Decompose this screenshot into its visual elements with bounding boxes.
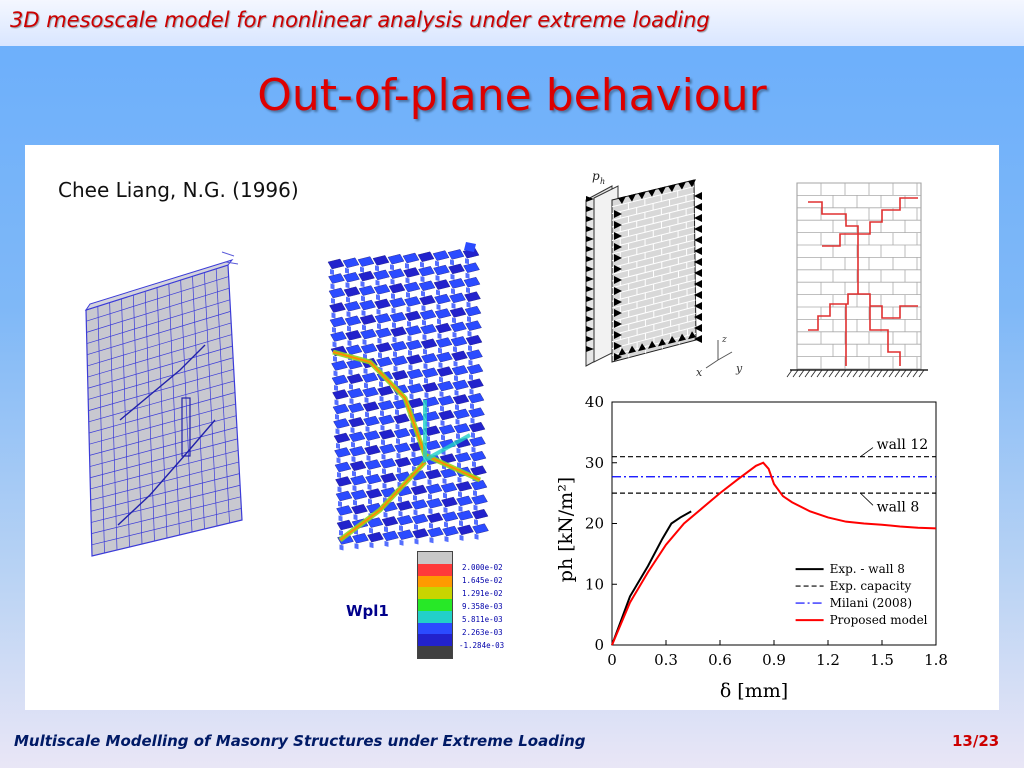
legend-label: Exp. capacity: [830, 579, 912, 593]
y-tick-label: 10: [585, 575, 604, 593]
legend-swatch: [418, 575, 452, 588]
footer-title: Multiscale Modelling of Masonry Structur…: [14, 732, 586, 750]
legend-value-6: 2.263e-03: [462, 628, 503, 637]
legend-swatch: [418, 610, 452, 623]
header-text: 3D mesoscale model for nonlinear analysi…: [10, 8, 710, 32]
x-axis-label: δ [mm]: [720, 680, 788, 702]
x-tick-label: 0.9: [762, 651, 786, 669]
contour-legend: [417, 551, 453, 659]
slide-title: Out-of-plane behaviour: [257, 70, 767, 121]
x-tick-label: 1.2: [816, 651, 840, 669]
legend-value-4: 9.358e-03: [462, 602, 503, 611]
series-line: [611, 510, 692, 646]
contour-label: Wpl1: [346, 602, 389, 620]
x-tick-label: 0.3: [654, 651, 678, 669]
legend-swatch: [418, 587, 452, 600]
header-bar: [0, 0, 1024, 46]
legend-swatch: [418, 599, 452, 611]
annotation-wall-12: wall 12: [877, 437, 929, 453]
annotation-wall-8: wall 8: [877, 499, 920, 515]
legend-swatch: [418, 563, 452, 576]
x-tick-label: 1.5: [870, 651, 894, 669]
x-tick-label: 1.8: [924, 651, 948, 669]
x-tick-label: 0.6: [708, 651, 732, 669]
legend-value-3: 1.291e-02: [462, 589, 503, 598]
legend-value-7: -1.284e-03: [459, 641, 505, 650]
y-tick-label: 30: [585, 454, 604, 472]
legend-swatch: [418, 634, 452, 647]
legend-value-5: 5.811e-03: [462, 615, 503, 624]
y-axis-label: ph [kN/m²]: [555, 477, 577, 582]
legend-value-2: 1.645e-02: [462, 576, 503, 585]
y-tick-label: 20: [585, 515, 604, 533]
y-tick-label: 40: [585, 393, 604, 411]
legend-swatch: [418, 622, 452, 635]
legend-swatch: [418, 552, 452, 564]
legend-label: Milani (2008): [830, 596, 912, 610]
page-number: 13/23: [952, 732, 1000, 750]
legend-swatch: [418, 646, 452, 658]
x-tick-label: 0: [607, 651, 617, 669]
citation: Chee Liang, N.G. (1996): [58, 178, 299, 202]
legend-value-1: 2.000e-02: [462, 563, 503, 572]
series-line: [611, 461, 937, 646]
legend-label: Proposed model: [830, 613, 928, 627]
legend-label: Exp. - wall 8: [830, 562, 905, 576]
y-tick-label: 0: [594, 636, 604, 654]
